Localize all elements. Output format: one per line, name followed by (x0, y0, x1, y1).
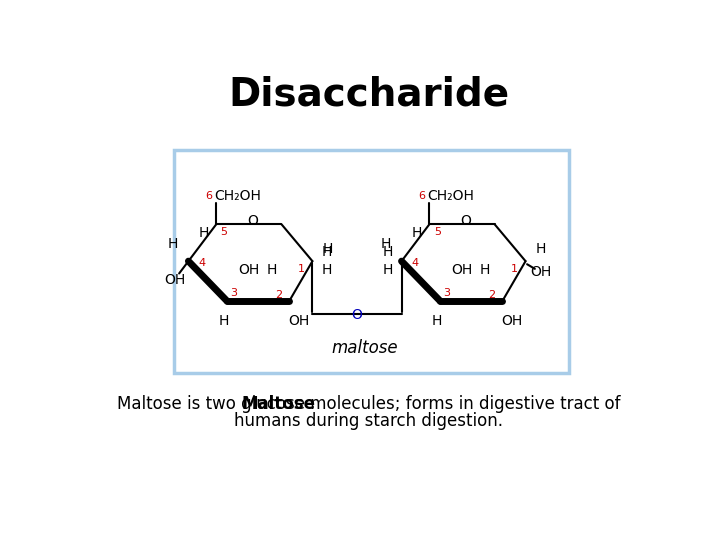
Text: 3: 3 (443, 288, 450, 299)
Text: O: O (351, 308, 362, 322)
Text: H: H (321, 245, 332, 259)
Text: CH₂OH: CH₂OH (214, 190, 261, 204)
Text: 4: 4 (199, 258, 206, 268)
Text: H: H (412, 226, 422, 240)
Text: Disaccharide: Disaccharide (228, 75, 510, 113)
Text: 3: 3 (230, 288, 237, 299)
Text: OH: OH (501, 314, 522, 328)
Text: H: H (267, 264, 277, 278)
Text: 1: 1 (298, 264, 305, 274)
Text: OH: OH (164, 273, 185, 287)
Text: OH: OH (238, 264, 259, 278)
Text: OH: OH (288, 314, 309, 328)
Text: 4: 4 (412, 258, 419, 268)
Text: H: H (321, 264, 332, 278)
Text: H: H (382, 264, 393, 278)
Text: H: H (480, 264, 490, 278)
Text: H: H (168, 237, 178, 251)
Text: OH: OH (451, 264, 472, 278)
Text: O: O (247, 214, 258, 228)
Text: H: H (382, 245, 393, 259)
Text: H: H (199, 226, 209, 240)
Text: 5: 5 (220, 227, 228, 237)
Text: maltose: maltose (331, 339, 398, 357)
Text: 2: 2 (275, 290, 282, 300)
Text: H: H (381, 237, 391, 251)
Text: H: H (323, 242, 333, 256)
Text: H: H (536, 242, 546, 256)
Text: Maltose is two glucose molecules; forms in digestive tract of: Maltose is two glucose molecules; forms … (117, 395, 621, 413)
Text: H: H (432, 314, 442, 328)
Text: 2: 2 (488, 290, 495, 300)
Text: 5: 5 (433, 227, 441, 237)
Text: humans during starch digestion.: humans during starch digestion. (235, 411, 503, 429)
Text: 6: 6 (205, 192, 212, 201)
Text: OH: OH (531, 265, 552, 279)
Text: H: H (219, 314, 229, 328)
Text: 1: 1 (511, 264, 518, 274)
Text: Maltose: Maltose (241, 395, 315, 413)
FancyBboxPatch shape (174, 150, 569, 373)
Text: O: O (460, 214, 472, 228)
Text: CH₂OH: CH₂OH (427, 190, 474, 204)
Text: 6: 6 (418, 192, 426, 201)
